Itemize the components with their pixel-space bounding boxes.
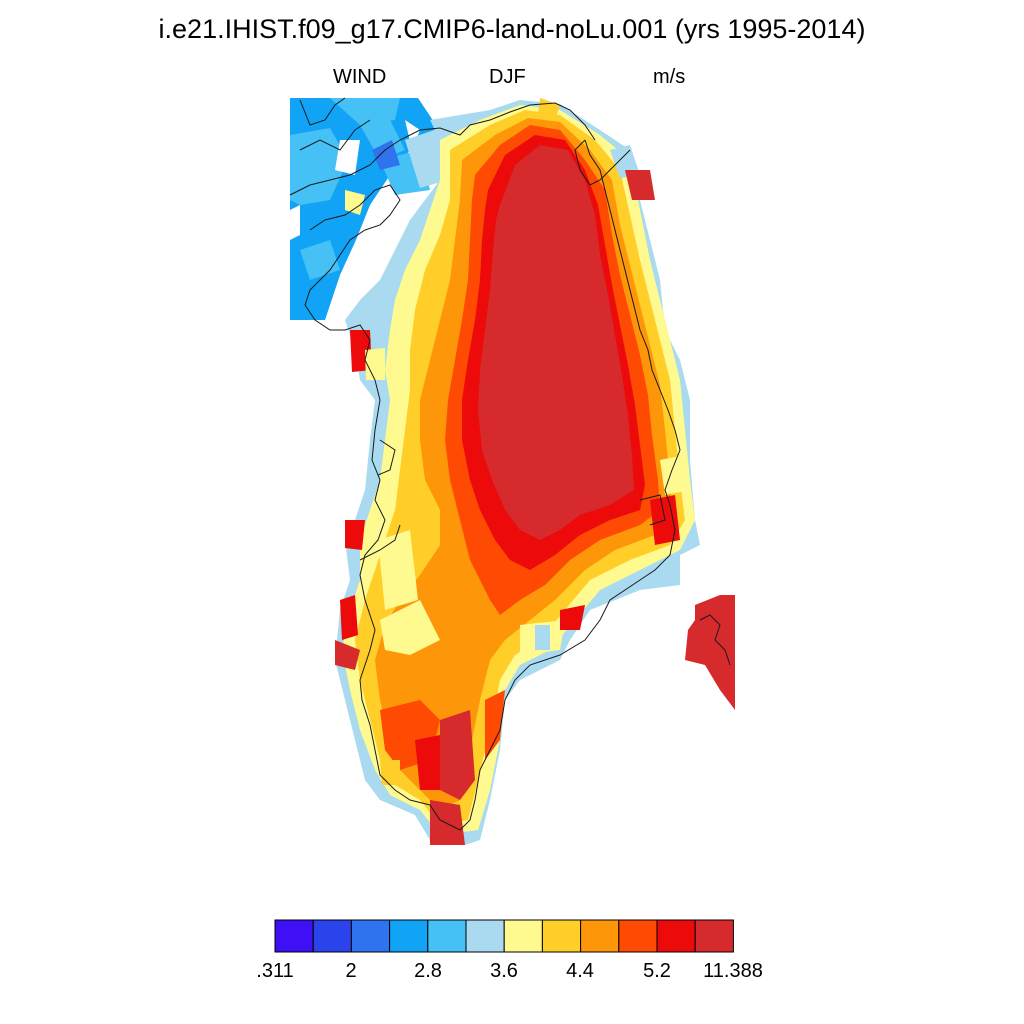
iceland-cells <box>685 595 735 710</box>
variable-label: WIND <box>333 66 387 88</box>
colorbar-tick-label: 3.6 <box>490 960 518 982</box>
colorbar-tick-label: .311 <box>256 960 294 982</box>
colorbar-tick-label: 11.388 <box>703 960 763 982</box>
colorbar-tick-label: 2.8 <box>414 960 442 982</box>
season-label: DJF <box>489 66 526 88</box>
colorbar-tick-label: 5.2 <box>643 960 671 982</box>
units-label: m/s <box>653 66 686 88</box>
colorbar-tick-label: 2 <box>345 960 357 982</box>
coastline <box>289 97 731 831</box>
colorbar-tick-label: 4.4 <box>566 960 594 982</box>
plot-title: i.e21.IHIST.f09_g17.CMIP6-land-noLu.001 … <box>158 14 866 44</box>
greenland-cells <box>335 98 700 845</box>
